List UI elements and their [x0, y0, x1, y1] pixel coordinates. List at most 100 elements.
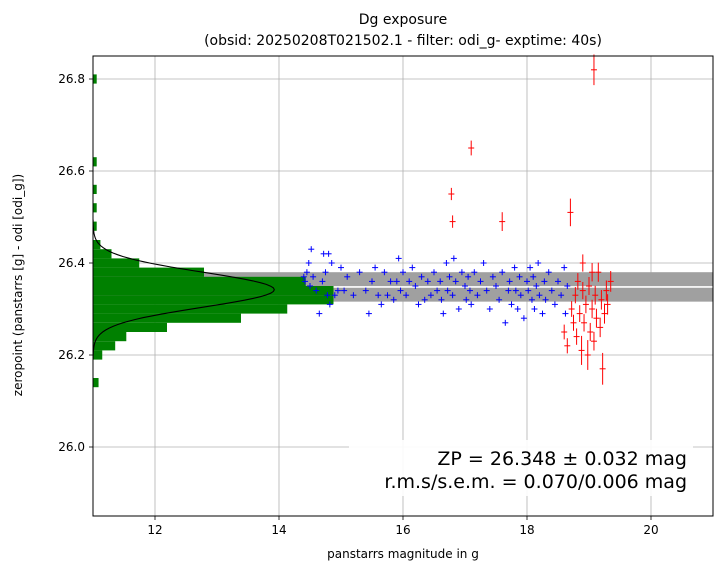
used-point [496, 296, 503, 303]
rejected-point [448, 187, 455, 201]
used-point [466, 287, 473, 294]
rejected-point [449, 215, 456, 228]
used-point [341, 287, 348, 294]
used-point [463, 296, 470, 303]
rejected-point [589, 299, 596, 319]
used-point [326, 301, 333, 308]
x-tick-label: 12 [147, 523, 162, 537]
histogram-bar [93, 157, 97, 167]
used-point [502, 319, 509, 326]
used-point [384, 292, 391, 299]
used-point [302, 278, 309, 285]
used-point [395, 255, 402, 262]
used-point [440, 310, 447, 317]
used-point [471, 269, 478, 276]
rejected-point [599, 352, 606, 385]
used-point [446, 273, 453, 280]
used-point [520, 315, 527, 322]
used-point [564, 283, 571, 289]
used-point [412, 283, 419, 289]
y-tick-label: 26.4 [58, 256, 85, 270]
used-point [400, 269, 406, 276]
used-point [381, 269, 388, 276]
used-point [421, 296, 428, 303]
used-point [465, 273, 472, 280]
histogram-bar [93, 221, 97, 231]
used-point [444, 287, 451, 294]
histogram-bar [93, 341, 116, 351]
rejected-point [586, 277, 592, 295]
used-point [393, 278, 400, 285]
used-point [438, 296, 445, 303]
rejected-point [579, 254, 586, 272]
used-point [450, 255, 457, 262]
used-point [489, 273, 496, 280]
x-tick-label: 16 [395, 523, 410, 537]
zp-annotation-box [349, 440, 693, 496]
used-point [449, 292, 456, 299]
used-point [406, 278, 413, 285]
used-point [531, 306, 538, 312]
rejected-point [597, 317, 604, 338]
used-point [517, 292, 524, 299]
rejected-point [587, 322, 594, 342]
used-point [356, 269, 363, 276]
rejected-point [573, 328, 580, 345]
used-point [493, 283, 499, 289]
used-point [514, 306, 521, 312]
histogram-bar [93, 286, 334, 296]
rejected-point [572, 287, 579, 304]
used-point [415, 301, 422, 308]
used-point [548, 287, 555, 294]
rejected-point [590, 54, 597, 86]
histogram-bar [93, 378, 99, 388]
rejected-point [581, 314, 588, 332]
used-point [516, 273, 523, 280]
used-point [539, 310, 546, 317]
used-point [350, 292, 357, 299]
x-tick-label: 14 [271, 523, 286, 537]
used-point [307, 283, 313, 289]
used-point [536, 292, 543, 299]
used-point [558, 292, 565, 299]
used-point [486, 306, 493, 312]
used-point [365, 310, 372, 317]
ticks: 12 14 16 18 20 26.0 26.2 26.4 26.6 26.8 [58, 72, 658, 537]
used-point [458, 269, 465, 276]
histogram-bar [93, 203, 97, 213]
used-point [427, 292, 434, 299]
used-point [505, 287, 512, 294]
used-point [508, 301, 515, 308]
used-point [316, 310, 323, 317]
used-point [324, 292, 331, 299]
used-point [477, 278, 484, 285]
x-tick-label: 18 [519, 523, 534, 537]
used-point [378, 301, 385, 308]
used-point [403, 292, 410, 299]
rejected-point [593, 308, 600, 328]
used-point [535, 260, 542, 266]
histogram-bar [93, 350, 103, 360]
y-tick-label: 26.6 [58, 164, 85, 178]
used-point [533, 283, 540, 289]
used-point [334, 287, 341, 294]
used-point [305, 260, 312, 266]
used-point [313, 287, 320, 294]
used-point [512, 287, 519, 294]
used-point [328, 260, 335, 266]
histogram [92, 74, 334, 388]
used-point [310, 273, 317, 280]
chart-title: Dg exposure [359, 12, 447, 28]
gaussian-fit-curve [92, 219, 275, 360]
histogram-bar [93, 276, 306, 286]
used-point [527, 264, 534, 271]
used-point [480, 260, 487, 266]
used-point [437, 278, 444, 285]
used-point [483, 287, 490, 294]
used-point [418, 273, 425, 280]
rejected-point [499, 212, 506, 231]
rejected-point [570, 314, 577, 331]
rejected-point [582, 295, 589, 314]
histogram-bar [93, 295, 334, 305]
rejected-point [604, 294, 611, 315]
